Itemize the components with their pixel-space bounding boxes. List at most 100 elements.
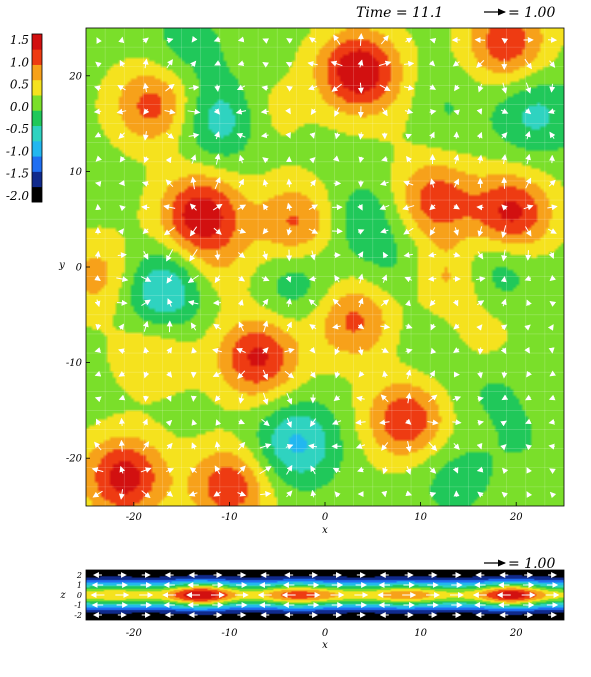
velocity-arrow: [140, 467, 152, 473]
velocity-arrow: [548, 347, 555, 354]
velocity-arrow: [143, 371, 150, 379]
velocity-arrow: [524, 108, 532, 115]
xy-y-axis-label: y: [58, 260, 65, 271]
velocity-arrow: [95, 418, 102, 426]
velocity-arrow: [238, 321, 245, 332]
velocity-arrow: [525, 153, 532, 165]
velocity-arrow: [141, 299, 151, 306]
velocity-arrow: [549, 491, 557, 499]
xy-field-image: [86, 28, 564, 506]
velocity-arrow: [213, 108, 220, 115]
velocity-arrow: [310, 108, 317, 116]
y-tick-label: 20: [68, 71, 82, 82]
velocity-arrow: [524, 130, 531, 140]
velocity-arrow: [382, 251, 389, 259]
velocity-arrow: [476, 60, 485, 69]
velocity-arrow: [477, 226, 484, 237]
velocity-arrow: [189, 226, 198, 237]
velocity-arrow: [381, 274, 388, 283]
velocity-arrow: [429, 227, 436, 236]
velocity-arrow: [382, 370, 389, 378]
velocity-arrow: [501, 394, 509, 401]
velocity-arrow: [547, 204, 558, 211]
velocity-arrow: [501, 153, 508, 165]
velocity-arrow: [403, 60, 415, 67]
velocity-arrow: [142, 320, 149, 332]
velocity-arrow: [236, 84, 246, 91]
velocity-arrow: [308, 299, 318, 307]
velocity-arrow: [380, 299, 390, 307]
velocity-arrow: [501, 225, 507, 238]
velocity-arrow: [143, 346, 150, 354]
velocity-arrow: [524, 226, 532, 237]
velocity-arrow: [166, 274, 173, 284]
x-tick-label: 20: [509, 512, 523, 523]
velocity-arrow: [500, 420, 507, 427]
velocity-arrow: [237, 204, 247, 211]
velocity-arrow: [260, 491, 272, 498]
velocity-arrow: [309, 371, 316, 379]
velocity-arrow: [214, 84, 221, 92]
velocity-arrow: [215, 419, 222, 426]
velocity-arrow: [525, 177, 532, 189]
velocity-arrow: [357, 33, 364, 46]
velocity-arrow: [310, 250, 316, 261]
x-tick-label: -10: [221, 628, 238, 639]
xy-panel: -20 -10 0 10 20 -20 -10 0 10 20 x y: [58, 27, 565, 536]
velocity-arrow: [427, 275, 437, 282]
velocity-arrow: [285, 62, 293, 68]
velocity-arrow: [187, 299, 199, 306]
velocity-arrow: [477, 395, 484, 402]
velocity-arrow: [477, 347, 484, 355]
velocity-arrow: [262, 320, 269, 333]
velocity-arrow: [284, 347, 295, 354]
velocity-arrow: [476, 466, 484, 473]
velocity-arrow: [94, 370, 102, 377]
velocity-arrow: [262, 203, 269, 211]
velocity-arrow: [476, 300, 485, 307]
velocity-arrow: [189, 467, 197, 474]
velocity-arrow: [286, 227, 293, 236]
velocity-arrow: [237, 370, 246, 380]
velocity-arrow: [166, 59, 173, 69]
velocity-arrow: [524, 346, 530, 354]
velocity-arrow: [237, 60, 245, 67]
velocity-arrow: [526, 299, 532, 307]
velocity-arrow: [141, 181, 149, 187]
velocity-arrow: [549, 370, 557, 377]
xz-field-image: [86, 570, 564, 620]
velocity-arrow: [94, 299, 101, 308]
velocity-arrow: [118, 439, 125, 452]
velocity-arrow: [237, 465, 246, 475]
velocity-arrow: [188, 490, 198, 497]
velocity-arrow: [476, 131, 483, 139]
velocity-arrow: [96, 37, 102, 44]
velocity-arrow: [189, 249, 198, 262]
velocity-arrow: [452, 299, 459, 307]
velocity-arrow: [309, 418, 317, 427]
velocity-arrow: [214, 131, 220, 140]
velocity-arrow: [165, 83, 175, 92]
velocity-arrow: [453, 178, 459, 188]
colorbar-block: [32, 49, 42, 65]
velocity-arrow: [331, 419, 342, 425]
x-tick-label: 10: [414, 628, 427, 639]
velocity-arrow: [405, 369, 412, 379]
velocity-arrow: [333, 34, 341, 45]
velocity-arrow: [476, 324, 483, 331]
velocity-arrow: [262, 178, 269, 187]
velocity-arrow: [119, 465, 126, 474]
velocity-arrow: [331, 83, 342, 92]
velocity-arrow: [452, 419, 462, 426]
velocity-arrow: [284, 370, 295, 379]
y-tick-label: -20: [66, 454, 83, 465]
velocity-arrow: [237, 252, 246, 259]
velocity-arrow: [452, 466, 459, 474]
velocity-arrow: [91, 467, 104, 473]
velocity-arrow: [403, 251, 413, 258]
velocity-arrow: [477, 491, 484, 498]
colorbar-block: [32, 125, 42, 142]
velocity-arrow: [286, 297, 292, 307]
colorbar-tick-label: 0.5: [10, 78, 29, 92]
